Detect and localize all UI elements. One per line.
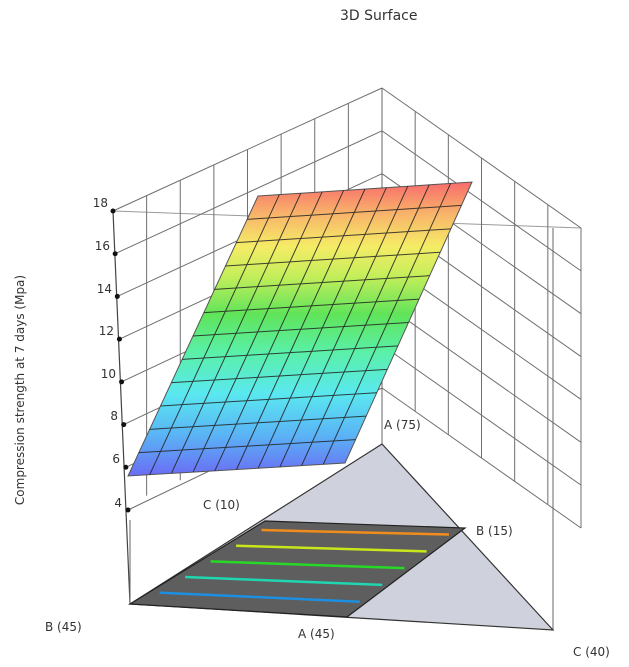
tick-12: 12 (98, 324, 114, 338)
contour-lines (159, 528, 450, 603)
contour-region (128, 520, 467, 618)
vertex-label-c40: C (40) (573, 645, 610, 659)
tick-10: 10 (100, 367, 116, 381)
vertex-label-a75: A (75) (384, 418, 421, 432)
z-axis-label-text: Compression strength at 7 days (Mpa) (13, 274, 27, 506)
tick-6: 6 (112, 452, 120, 466)
tick-8: 8 (110, 409, 118, 423)
vertex-label-b45: B (45) (45, 620, 82, 634)
z-axis-tick-dots (110, 208, 131, 513)
tick-18: 18 (92, 196, 108, 210)
tick-4: 4 (114, 496, 122, 510)
z-axis-line (112, 210, 131, 605)
tick-14: 14 (96, 282, 112, 296)
chart-title: 3D Surface (340, 8, 418, 24)
tick-16: 16 (94, 239, 110, 253)
vertex-label-a45: A (45) (298, 627, 335, 641)
response-surface (127, 181, 473, 477)
vertex-label-c10: C (10) (203, 498, 240, 512)
vertex-label-b15: B (15) (476, 524, 513, 538)
